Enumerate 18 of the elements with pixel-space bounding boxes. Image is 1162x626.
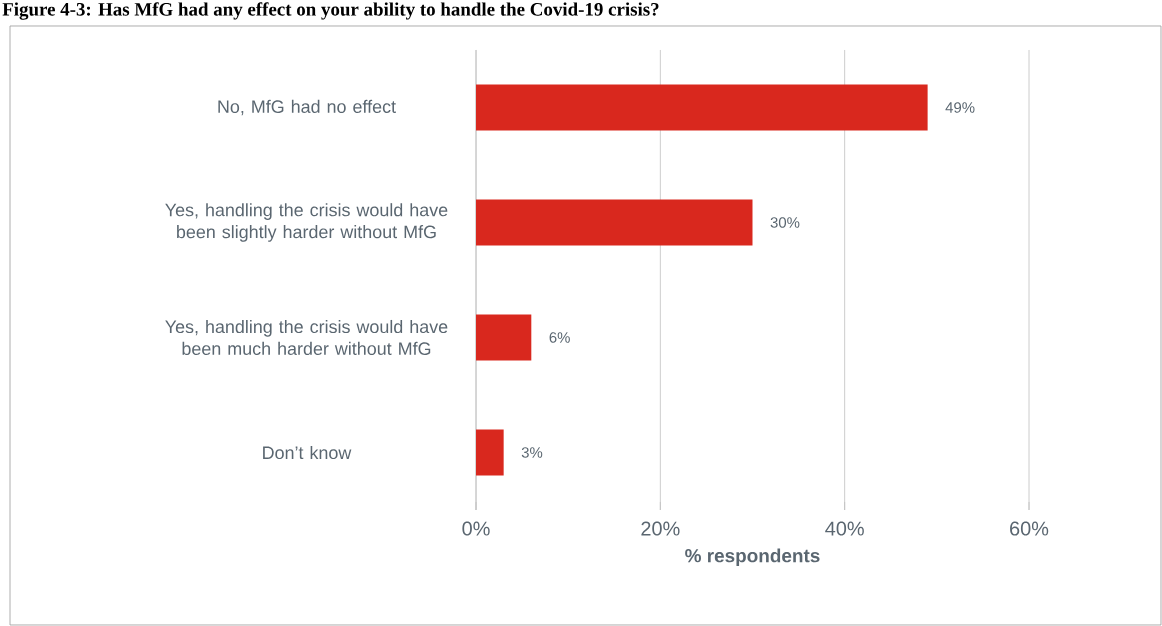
y-tick-label: Don’t know — [263, 445, 352, 460]
bar — [476, 84, 928, 131]
bar — [476, 314, 532, 361]
chart-title: Figure 4-3: Has MfG had any effect on your ability to handle the Covid-19 crisis? — [2, 2, 659, 20]
data-label: 3% — [521, 447, 543, 458]
x-tick-label: 20% — [641, 521, 680, 536]
data-label: 6% — [549, 332, 570, 343]
x-tick-label: 40% — [825, 521, 864, 536]
y-tick-label: Yes, handling the crisis would have been much harder without MfG — [165, 319, 448, 356]
data-label: 30% — [770, 217, 800, 228]
x-tick-label: 60% — [1010, 521, 1049, 536]
x-tick-label: 0% — [462, 521, 490, 536]
bar — [476, 199, 753, 246]
data-label: 49% — [945, 102, 975, 113]
y-tick-label: Yes, handling the crisis would have been slightly harder without MfG — [165, 203, 448, 242]
x-axis-title: % respondents — [685, 548, 820, 567]
bar — [476, 429, 504, 476]
y-tick-label: No, MfG had no effect — [218, 99, 396, 116]
